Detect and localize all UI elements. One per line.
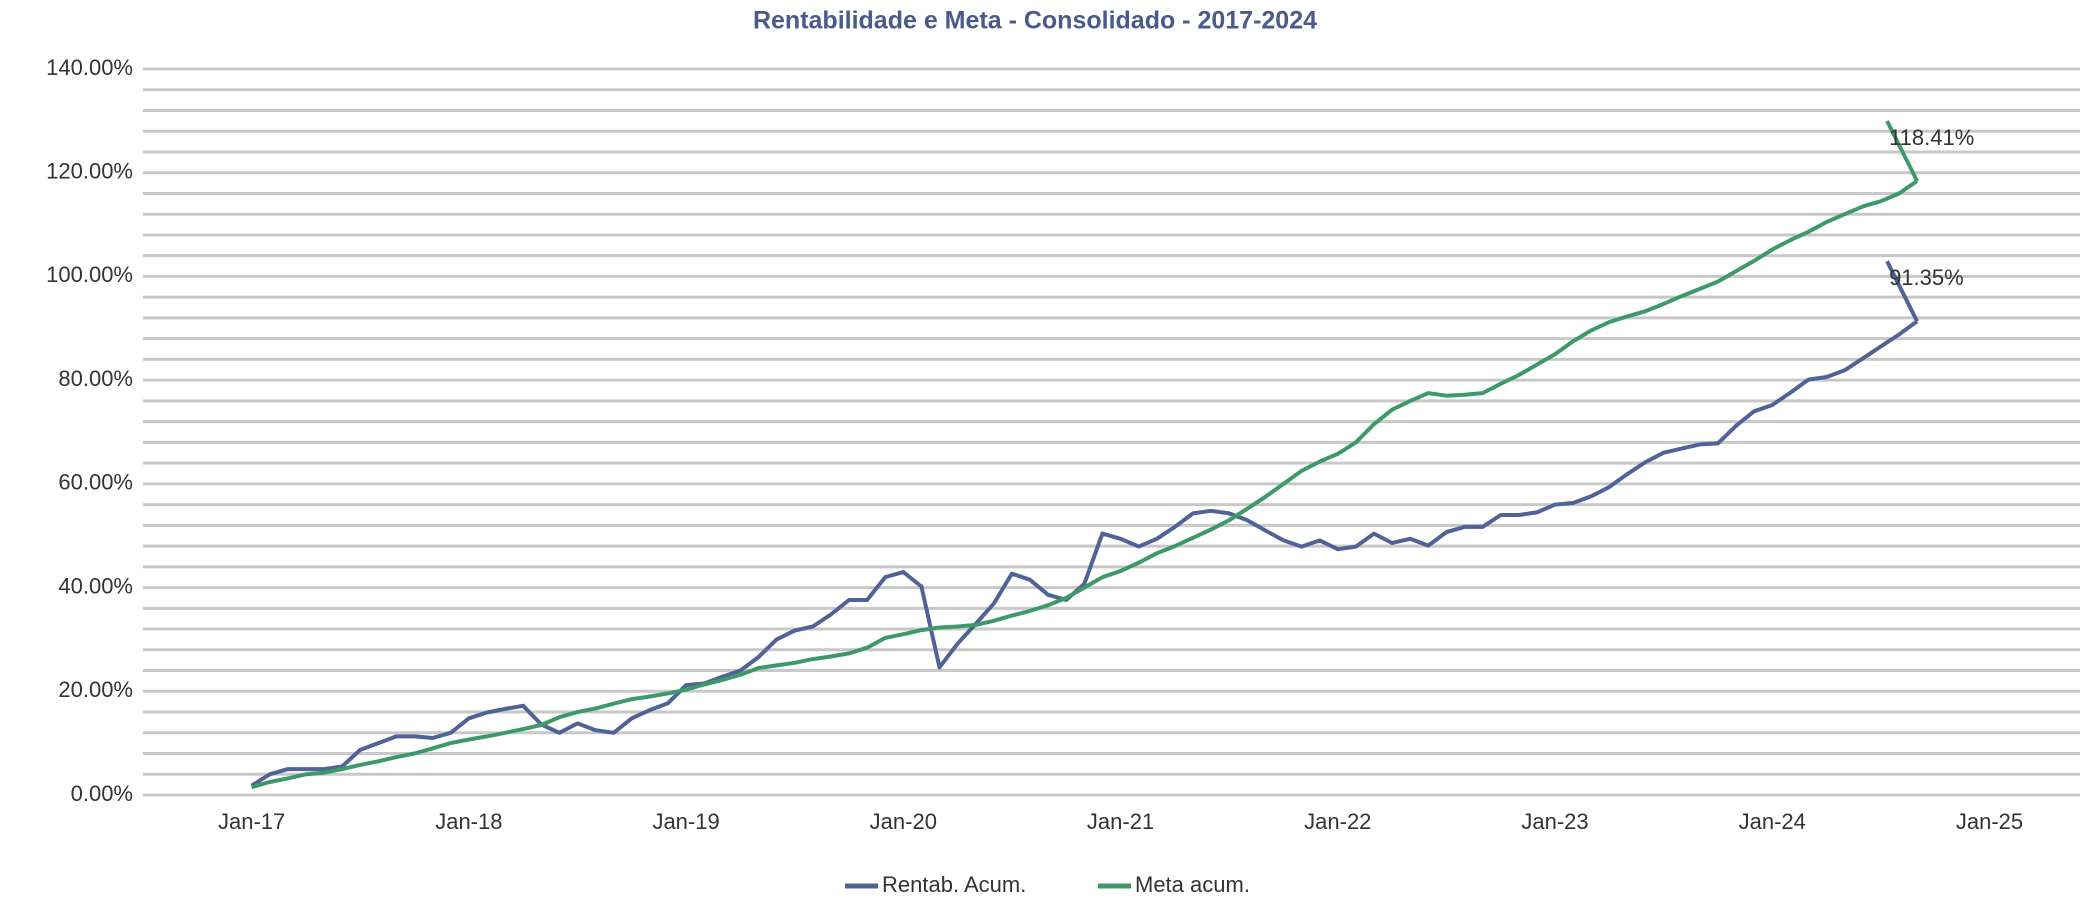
x-tick-label: Jan-19 — [652, 809, 719, 834]
label-leader — [1885, 260, 1919, 323]
x-tick-label: Jan-25 — [1956, 809, 2023, 834]
series-line — [251, 179, 1919, 790]
chart-title: Rentabilidade e Meta - Consolidado - 201… — [753, 7, 1317, 35]
x-tick-label: Jan-24 — [1739, 809, 1806, 834]
x-tick-label: Jan-21 — [1087, 809, 1154, 834]
y-tick-label: 100.00% — [46, 262, 133, 287]
y-tick-label: 0.00% — [71, 781, 133, 806]
legend-label: Rentab. Acum. — [882, 872, 1026, 897]
x-tick-label: Jan-22 — [1304, 809, 1371, 834]
y-tick-label: 80.00% — [58, 366, 133, 391]
series-line — [250, 319, 1919, 788]
y-tick-label: 20.00% — [58, 677, 133, 702]
x-tick-label: Jan-20 — [870, 809, 937, 834]
legend-label: Meta acum. — [1135, 872, 1250, 897]
x-tick-label: Jan-18 — [435, 809, 502, 834]
label-leader — [1885, 120, 1919, 182]
y-tick-label: 120.00% — [46, 159, 133, 184]
data-label: 118.41% — [1889, 125, 1974, 150]
y-tick-label: 60.00% — [58, 470, 133, 495]
y-tick-label: 140.00% — [46, 55, 133, 80]
x-tick-label: Jan-23 — [1521, 809, 1588, 834]
x-tick-label: Jan-17 — [218, 809, 285, 834]
data-label: 91.35% — [1889, 265, 1964, 290]
y-tick-label: 40.00% — [58, 573, 133, 598]
